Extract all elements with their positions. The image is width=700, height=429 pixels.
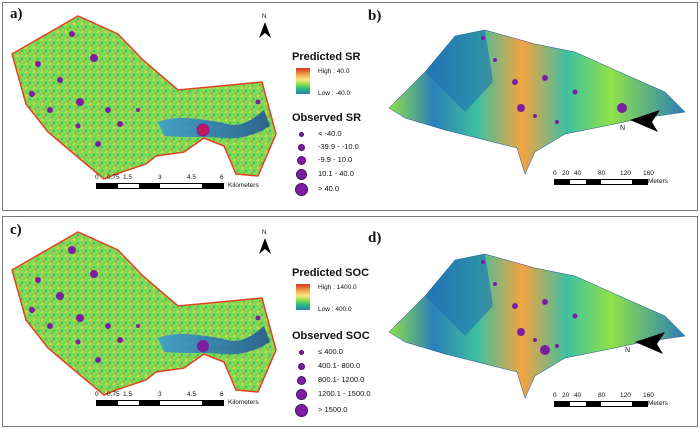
scale-unit: Kilometers [228, 182, 259, 189]
panel-label-a: a) [10, 6, 23, 22]
scale-tick: 120 [620, 392, 631, 399]
north-arrow-3d [630, 110, 660, 137]
north-label-3d: N [620, 125, 626, 132]
north-label: N [262, 230, 267, 236]
north-arrow: N [258, 230, 272, 262]
legend-predicted-title: Predicted SR [292, 51, 361, 63]
legend-low: Low : -40.0 [318, 90, 351, 97]
observed-class-5-dot [295, 404, 308, 417]
scale-tick: 1.5 [123, 174, 133, 181]
legend-observed-title: Observed SR [292, 112, 362, 124]
legend-high: High : 1400.0 [318, 284, 357, 291]
watershed-boundary [11, 15, 277, 180]
scale-tick: 4.5 [187, 174, 197, 181]
observed-class-5: > 1500.0 [318, 405, 348, 414]
north-arrow-3d [635, 332, 665, 359]
river-valley [158, 326, 270, 355]
legend-predicted-title: Predicted SOC [292, 267, 370, 279]
panel-label-b: b) [368, 8, 382, 24]
predicted-color-ramp [296, 68, 310, 94]
north-label-3d: N [625, 347, 631, 354]
observed-class-5: > 40.0 [318, 184, 340, 193]
observed-class-5-dot [295, 183, 308, 196]
observed-class-1: < -40.0 [318, 129, 342, 138]
scale-tick: 80 [598, 170, 606, 177]
scale-unit: Meters [648, 178, 668, 185]
scale-tick: 0.75 [107, 174, 120, 181]
observed-class-3: 800.1- 1200.0 [318, 375, 365, 384]
scale-tick: 0 [553, 392, 557, 399]
observed-class-2: -39.9 - -10.0 [318, 142, 359, 151]
observed-class-4-dot [296, 169, 307, 180]
panel-label-c: c) [10, 222, 22, 238]
scale-tick: 6 [220, 174, 224, 181]
observed-class-4: 10.1 - 40.0 [318, 169, 354, 178]
legend-low: Low : 400.0 [318, 306, 352, 313]
scale-tick: 0 [553, 170, 557, 177]
scale-tick: 1.5 [123, 391, 133, 398]
scale-tick: 40 [574, 170, 582, 177]
scale-tick: 20 [562, 170, 570, 177]
scale-tick: 3 [158, 174, 162, 181]
scale-tick: 120 [620, 170, 631, 177]
scale-tick: 0.75 [107, 391, 120, 398]
observed-class-2-dot [298, 144, 305, 151]
north-arrow-icon [259, 22, 271, 38]
scale-tick: 0 [95, 391, 99, 398]
scale-tick: 6 [220, 391, 224, 398]
observed-class-4: 1200.1 - 1500.0 [318, 389, 371, 398]
observed-class-1-dot [299, 350, 304, 355]
scale-tick: 0 [95, 174, 99, 181]
scale-tick: 40 [574, 392, 582, 399]
watershed-boundary [11, 231, 277, 396]
scale-unit: Meters [648, 400, 668, 407]
scale-tick: 20 [562, 392, 570, 399]
river-valley [158, 110, 270, 139]
predicted-color-ramp [296, 284, 310, 310]
scale-tick: 4.5 [187, 391, 197, 398]
north-arrow: N [258, 14, 272, 46]
observed-class-2-dot [298, 363, 305, 370]
scale-tick: 160 [643, 170, 654, 177]
north-arrow-icon [259, 238, 271, 254]
observed-class-1: ≤ 400.0 [318, 347, 343, 356]
north-arrow-3d-icon [635, 332, 665, 354]
north-arrow-3d-icon [630, 110, 660, 132]
observed-class-3-dot [297, 156, 306, 165]
panel-label-d: d) [368, 230, 382, 246]
observed-class-3-dot [297, 376, 306, 385]
scale-tick: 160 [643, 392, 654, 399]
sr-3d-surface [388, 29, 686, 175]
soc-3d-surface [388, 253, 686, 399]
observed-class-2: 400.1- 800.0 [318, 361, 361, 370]
scale-tick: 3 [158, 391, 162, 398]
sr-2d-map [11, 15, 277, 180]
scale-tick: 80 [598, 392, 606, 399]
soc-2d-map [11, 231, 277, 396]
observed-class-1-dot [299, 132, 304, 137]
observed-class-4-dot [296, 389, 307, 400]
legend-high: High : 40.0 [318, 68, 350, 75]
scale-unit: Kilometers [228, 399, 259, 406]
observed-class-3: -9.9 - 10.0 [318, 155, 353, 164]
north-label: N [262, 14, 267, 20]
legend-observed-title: Observed SOC [292, 330, 370, 342]
